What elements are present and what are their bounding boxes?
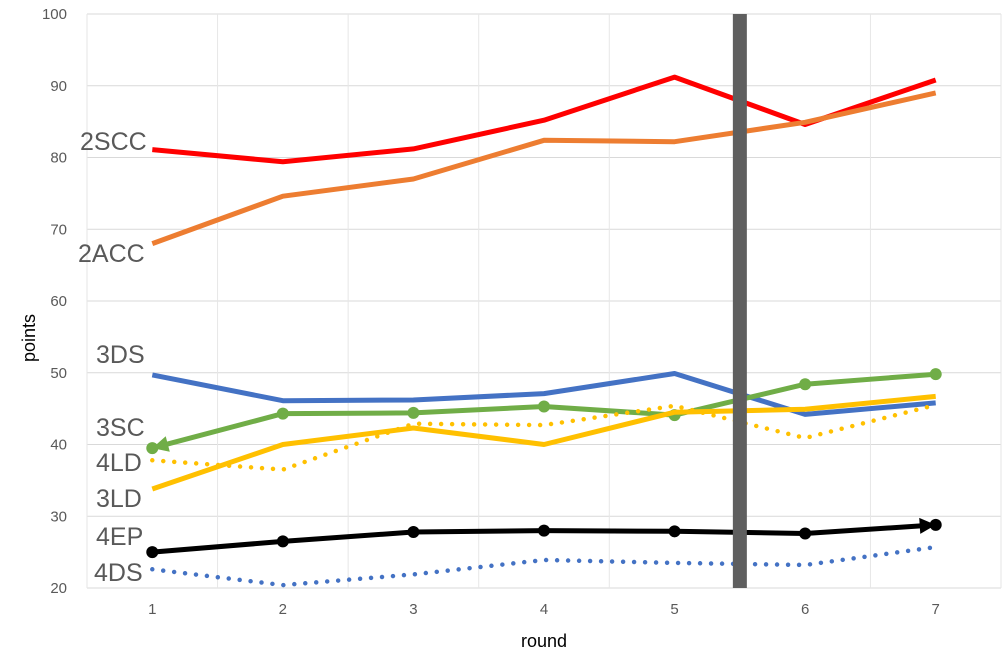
data-point (276, 407, 289, 420)
series-label-4ds: 4DS (94, 559, 143, 587)
series-arrow-4ep (919, 517, 936, 534)
data-point (538, 400, 550, 413)
axes: 20 30 40 50 60 70 80 90 100 1 2 3 4 5 6 7 (42, 6, 940, 618)
y-tick-label: 90 (50, 78, 67, 95)
x-tick-label: 6 (801, 601, 809, 618)
series-label-4ld: 4LD (96, 449, 142, 477)
y-tick-label: 20 (50, 580, 67, 597)
x-tick-label: 7 (932, 601, 940, 618)
series-line-3ld (151, 393, 936, 492)
y-tick-label: 30 (50, 508, 67, 525)
y-tick-label: 100 (42, 6, 67, 23)
series-label-4ep: 4EP (96, 523, 143, 551)
series-label-3sc: 3SC (96, 414, 145, 442)
data-point (146, 546, 159, 559)
y-axis-title: points (19, 314, 39, 362)
series-label-3ds: 3DS (96, 341, 145, 369)
series-line-3ds (151, 371, 936, 417)
x-axis-title: round (521, 631, 567, 651)
data-point (929, 368, 942, 381)
y-tick-label: 40 (50, 437, 67, 454)
data-point (929, 518, 942, 531)
y-tick-label: 60 (50, 293, 67, 310)
y-tick-label: 80 (50, 150, 67, 167)
divider (732, 14, 747, 588)
x-tick-label: 4 (540, 601, 548, 618)
x-tick-label: 2 (279, 601, 287, 618)
data-point (146, 442, 159, 455)
gridlines (86, 13, 1002, 589)
data-point (407, 406, 420, 419)
data-point (276, 535, 289, 548)
data-point (668, 525, 681, 538)
series-label-2acc: 2ACC (78, 240, 145, 268)
x-tick-label: 5 (670, 601, 678, 618)
series-line-2acc (151, 90, 937, 246)
series-lines (146, 74, 942, 588)
x-tick-label: 3 (409, 601, 417, 618)
data-point (538, 524, 550, 537)
series-line-4ld (150, 402, 938, 472)
data-point (799, 527, 812, 540)
x-tick-label: 1 (148, 601, 156, 618)
y-tick-label: 50 (50, 365, 67, 382)
series-labels: 2SCC 2ACC 3DS 3SC 4LD 3LD 4EP 4DS (78, 128, 147, 587)
y-tick-label: 70 (50, 221, 67, 238)
data-point (407, 526, 420, 539)
series-label-3ld: 3LD (96, 485, 142, 513)
series-label-2scc: 2SCC (80, 128, 147, 156)
divider-bar (732, 14, 747, 588)
series-line-4ds (150, 544, 938, 588)
data-point (799, 378, 812, 391)
